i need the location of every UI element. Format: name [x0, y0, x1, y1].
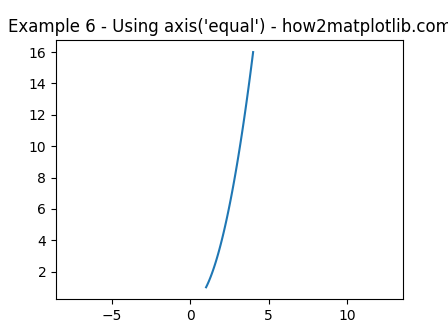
Title: Example 6 - Using axis('equal') - how2matplotlib.com: Example 6 - Using axis('equal') - how2ma… — [8, 18, 448, 36]
